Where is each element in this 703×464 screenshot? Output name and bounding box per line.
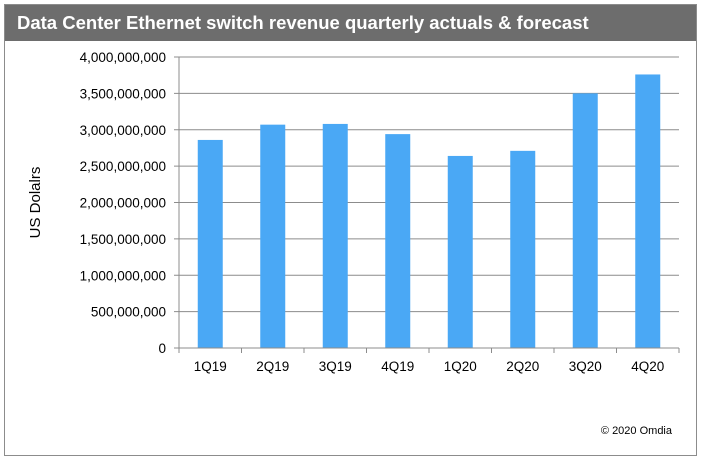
y-tick-label: 3,500,000,000 [80, 86, 166, 101]
x-tick-label: 2Q19 [256, 359, 289, 374]
x-tick-label: 4Q19 [381, 359, 414, 374]
y-tick-label: 0 [158, 341, 166, 356]
chart-title: Data Center Ethernet switch revenue quar… [5, 5, 696, 41]
x-tick-label: 3Q20 [569, 359, 602, 374]
y-tick-label: 2,000,000,000 [80, 196, 166, 211]
gridlines [179, 56, 679, 313]
copyright-credit: © 2020 Omdia [600, 425, 672, 437]
bar-2q19 [260, 124, 286, 348]
x-tick-label: 4Q20 [631, 359, 664, 374]
x-tick-label: 1Q20 [444, 359, 477, 374]
y-tick-label: 500,000,000 [91, 305, 166, 320]
bar-3q19 [322, 123, 348, 349]
tick-labels: 0 500,000,000 1,000,000,000 1,500,000,000 2,… [80, 50, 665, 374]
x-tick-label: 2Q20 [506, 359, 539, 374]
y-tick-label: 1,000,000,000 [80, 268, 166, 283]
y-tick-label: 3,000,000,000 [80, 123, 166, 138]
bar-2q20 [510, 150, 536, 348]
x-tick-label: 3Q19 [319, 359, 352, 374]
x-tick-label: 1Q19 [194, 359, 227, 374]
y-axis-title: US Dolalrs [27, 167, 44, 239]
y-tick-label: 4,000,000,000 [80, 50, 166, 65]
axes [174, 56, 680, 353]
bar-1q19 [197, 139, 223, 348]
bar-4q19 [385, 134, 411, 348]
bar-3q20 [572, 93, 598, 348]
y-tick-label: 1,500,000,000 [80, 232, 166, 247]
bar-1q20 [447, 155, 473, 348]
bars [197, 74, 661, 349]
y-tick-label: 2,500,000,000 [80, 159, 166, 174]
bar-4q20 [635, 74, 661, 349]
